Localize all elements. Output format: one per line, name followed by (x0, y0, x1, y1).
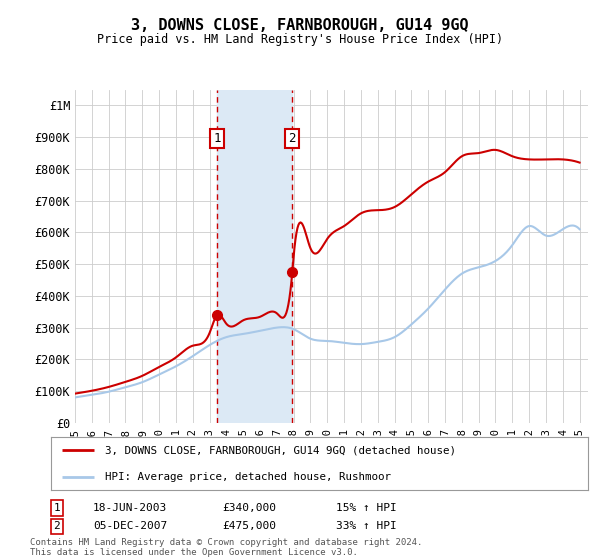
Text: 33% ↑ HPI: 33% ↑ HPI (336, 521, 397, 531)
Text: 15% ↑ HPI: 15% ↑ HPI (336, 503, 397, 513)
Text: £340,000: £340,000 (222, 503, 276, 513)
Text: £475,000: £475,000 (222, 521, 276, 531)
Text: HPI: Average price, detached house, Rushmoor: HPI: Average price, detached house, Rush… (105, 472, 391, 482)
Text: 2: 2 (53, 521, 61, 531)
Text: 2: 2 (289, 132, 296, 145)
Bar (217, 90, 292, 423)
Text: 1: 1 (53, 503, 61, 513)
Text: 05-DEC-2007: 05-DEC-2007 (93, 521, 167, 531)
Text: 3, DOWNS CLOSE, FARNBOROUGH, GU14 9GQ: 3, DOWNS CLOSE, FARNBOROUGH, GU14 9GQ (131, 18, 469, 32)
Text: 3, DOWNS CLOSE, FARNBOROUGH, GU14 9GQ (detached house): 3, DOWNS CLOSE, FARNBOROUGH, GU14 9GQ (d… (105, 445, 456, 455)
Text: Contains HM Land Registry data © Crown copyright and database right 2024.
This d: Contains HM Land Registry data © Crown c… (30, 538, 422, 557)
Text: 18-JUN-2003: 18-JUN-2003 (93, 503, 167, 513)
Text: 1: 1 (214, 132, 221, 145)
Text: Price paid vs. HM Land Registry's House Price Index (HPI): Price paid vs. HM Land Registry's House … (97, 32, 503, 46)
